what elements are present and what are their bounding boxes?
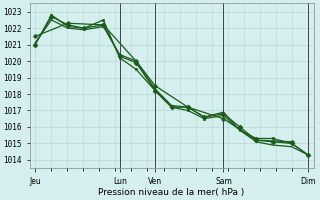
X-axis label: Pression niveau de la mer( hPa ): Pression niveau de la mer( hPa ): [99, 188, 245, 197]
